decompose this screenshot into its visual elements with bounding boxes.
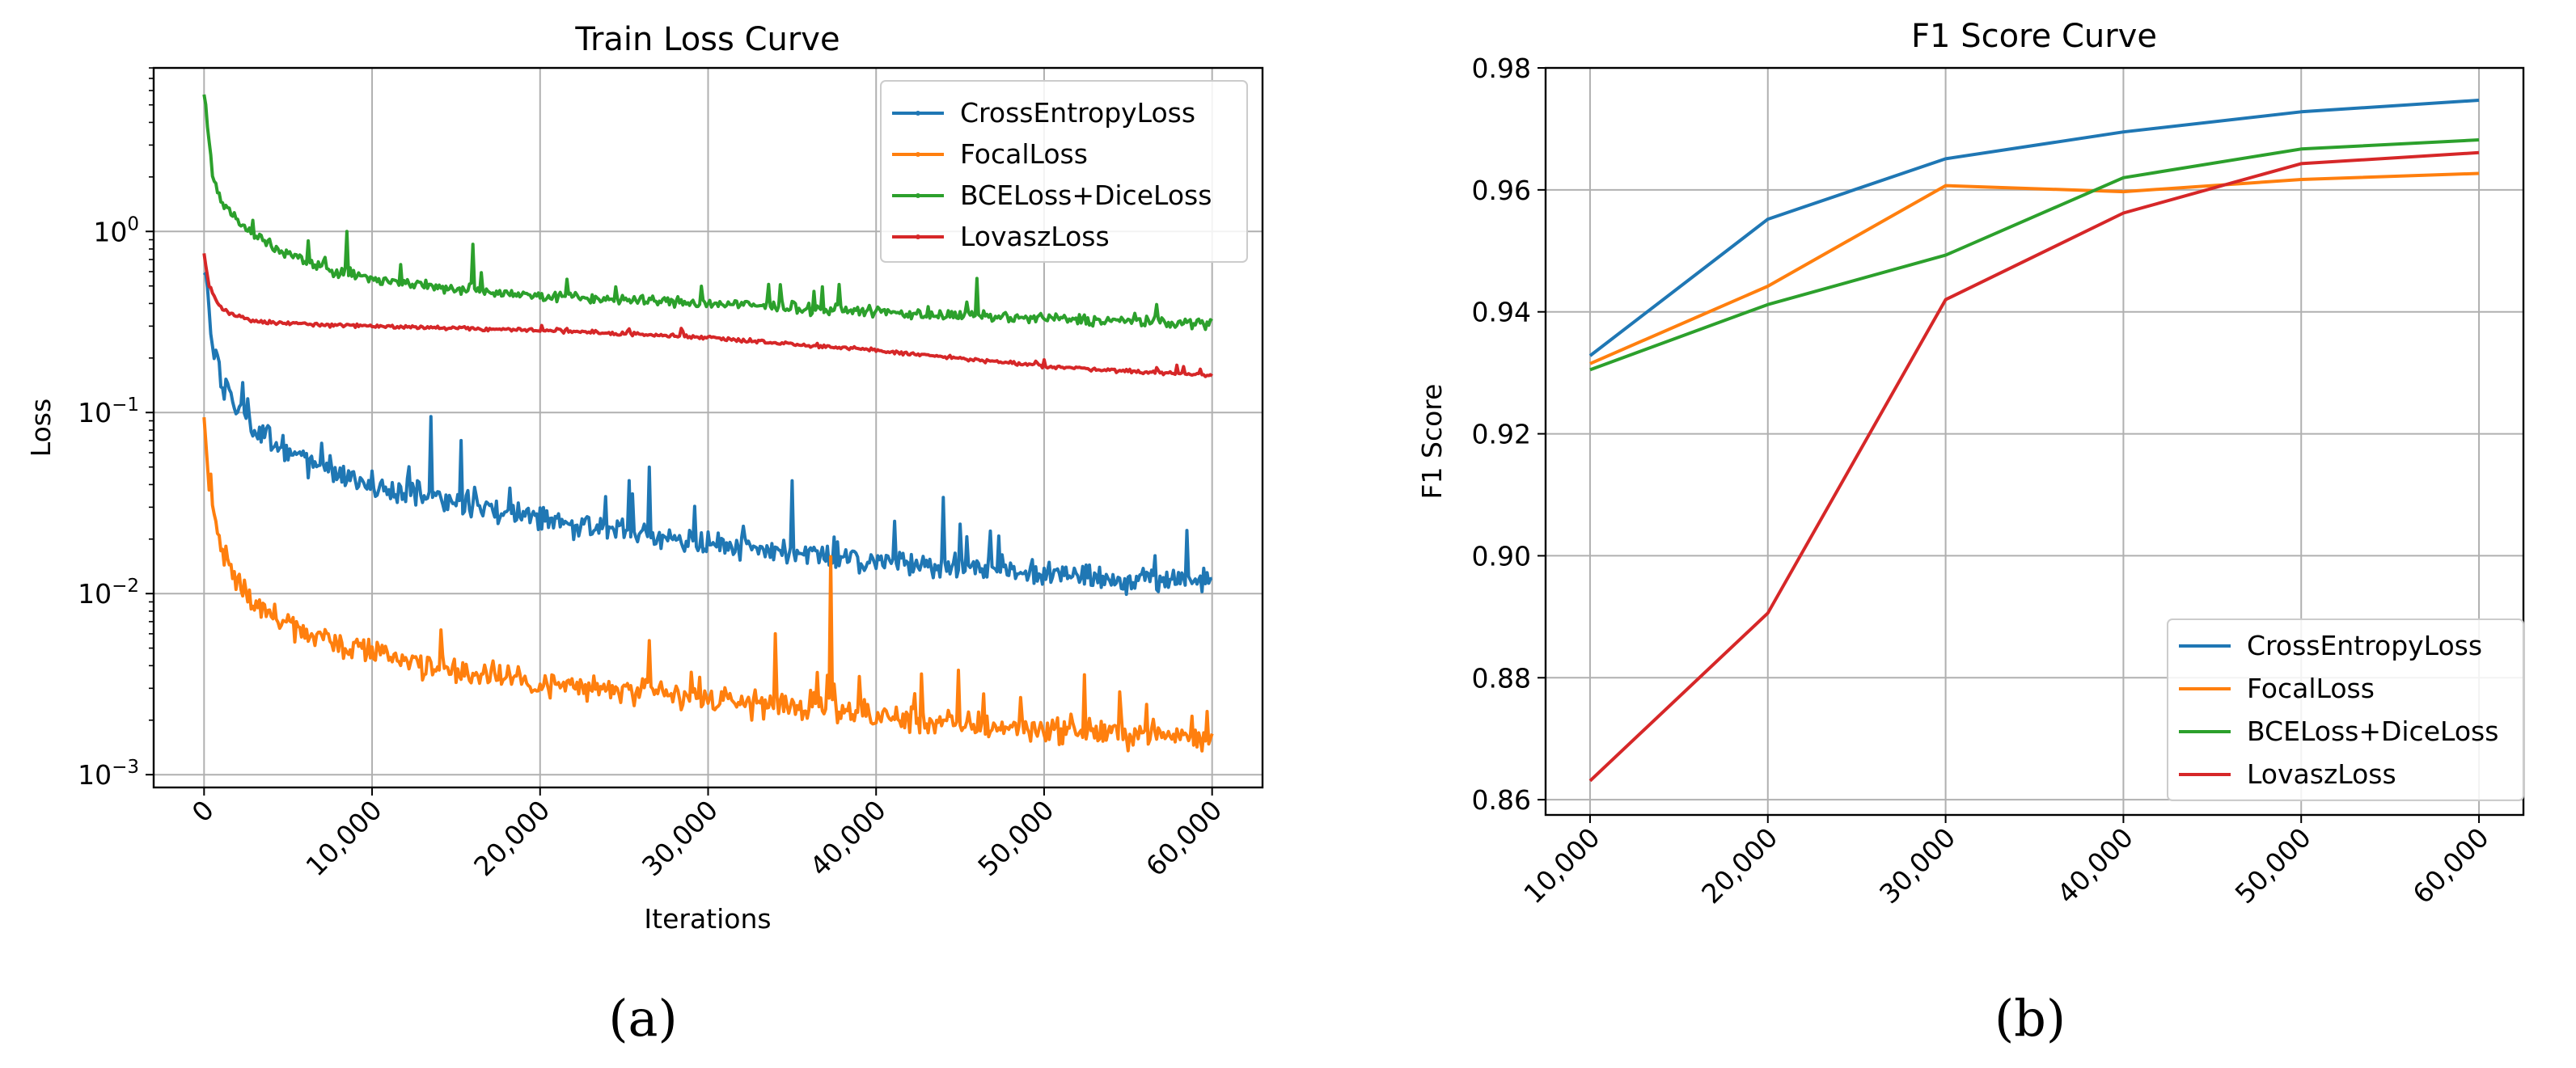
f1-legend: CrossEntropyLoss FocalLoss BCELoss+DiceLos…: [2167, 618, 2524, 801]
train-loss-y-label: Loss: [25, 399, 57, 457]
f1-y-ticks: 0.86 0.88 0.90 0.92 0.94 0.96 0.98: [1472, 53, 1546, 816]
train-loss-series-focalloss: [202, 416, 1214, 753]
f1-x-tick-label: 20,000: [1695, 821, 1783, 910]
f1-y-tick-label: 0.90: [1472, 540, 1531, 572]
f1-legend-label: BCELoss+DiceLoss: [2247, 716, 2498, 747]
f1-y-tick-label: 0.94: [1472, 297, 1531, 328]
f1-legend-label: CrossEntropyLoss: [2247, 630, 2482, 661]
train-loss-panel: 0 10,000 20,000 30,000 40,000 50,000 60,000 10…: [25, 21, 1264, 935]
f1-series-lovaszloss: [1588, 150, 2480, 783]
train-loss-series-bceloss-diceloss: [202, 94, 1213, 331]
train-loss-legend-box: [880, 80, 1248, 263]
train-loss-legend-label: LovaszLoss: [960, 221, 1110, 252]
train-loss-legend-marker: [916, 152, 920, 157]
train-loss-legend-label: FocalLoss: [960, 138, 1088, 170]
f1-x-ticks: 10,000 20,000 30,000 40,000 50,000 60,000: [1517, 815, 2495, 910]
train-loss-legend-label: BCELoss+DiceLoss: [960, 179, 1212, 211]
f1-x-tick-label: 30,000: [1873, 821, 1961, 910]
f1-legend-label: LovaszLoss: [2247, 758, 2396, 790]
f1-title: F1 Score Curve: [1911, 18, 2157, 55]
train-loss-x-tick-label: 40,000: [804, 794, 892, 882]
train-loss-x-tick-label: 0: [186, 794, 220, 828]
train-loss-x-ticks: 0 10,000 20,000 30,000 40,000 50,000 60,000: [186, 787, 1228, 882]
f1-x-tick-label: 10,000: [1517, 821, 1605, 910]
f1-plot-frame: [1544, 66, 2525, 817]
f1-series-group: [1588, 99, 2480, 783]
f1-series-bceloss-diceloss: [1589, 138, 2480, 372]
train-loss-y-tick-label: 10−2: [78, 576, 139, 610]
train-loss-x-tick-label: 30,000: [636, 794, 724, 882]
f1-y-tick-label: 0.98: [1472, 53, 1531, 84]
train-loss-y-tick-label: 10−3: [78, 757, 139, 791]
caption-b: (b): [1994, 989, 2066, 1048]
f1-score-panel: 10,000 20,000 30,000 40,000 50,000 60,000 0.8…: [1416, 18, 2525, 910]
f1-series-focalloss: [1589, 171, 2480, 365]
train-loss-x-tick-label: 50,000: [971, 794, 1060, 882]
f1-y-label: F1 Score: [1416, 384, 1448, 500]
train-loss-x-tick-label: 60,000: [1140, 794, 1228, 882]
train-loss-x-tick-label: 10,000: [299, 794, 387, 882]
f1-legend-box: [2167, 618, 2524, 801]
f1-y-tick-label: 0.96: [1472, 175, 1531, 206]
train-loss-series-group: [202, 94, 1214, 753]
f1-x-tick-label: 50,000: [2229, 821, 2317, 910]
train-loss-y-ticks: 10−3 10−2 10−1 100: [78, 67, 154, 791]
train-loss-legend-label: CrossEntropyLoss: [960, 97, 1195, 129]
f1-x-tick-label: 60,000: [2406, 821, 2494, 910]
train-loss-y-tick-label: 100: [93, 213, 139, 247]
train-loss-title: Train Loss Curve: [574, 21, 840, 58]
train-loss-y-tick-label: 10−1: [78, 395, 139, 428]
train-loss-legend-marker: [916, 234, 920, 239]
f1-y-tick-label: 0.88: [1472, 662, 1531, 694]
train-loss-series-crossentropyloss: [202, 272, 1212, 597]
f1-series-crossentropyloss: [1588, 99, 2480, 357]
train-loss-x-label: Iterations: [644, 903, 771, 935]
f1-x-tick-label: 40,000: [2051, 821, 2139, 910]
f1-y-tick-label: 0.92: [1472, 419, 1531, 450]
f1-y-tick-label: 0.86: [1472, 784, 1531, 816]
train-loss-x-tick-label: 20,000: [467, 794, 556, 882]
train-loss-series-lovaszloss: [202, 253, 1213, 378]
train-loss-legend-marker: [916, 111, 920, 116]
caption-a: (a): [608, 989, 677, 1048]
train-loss-legend-marker: [916, 193, 920, 198]
train-loss-legend: CrossEntropyLoss FocalLoss BCELoss+DiceLos…: [880, 80, 1248, 263]
f1-legend-label: FocalLoss: [2247, 673, 2375, 704]
